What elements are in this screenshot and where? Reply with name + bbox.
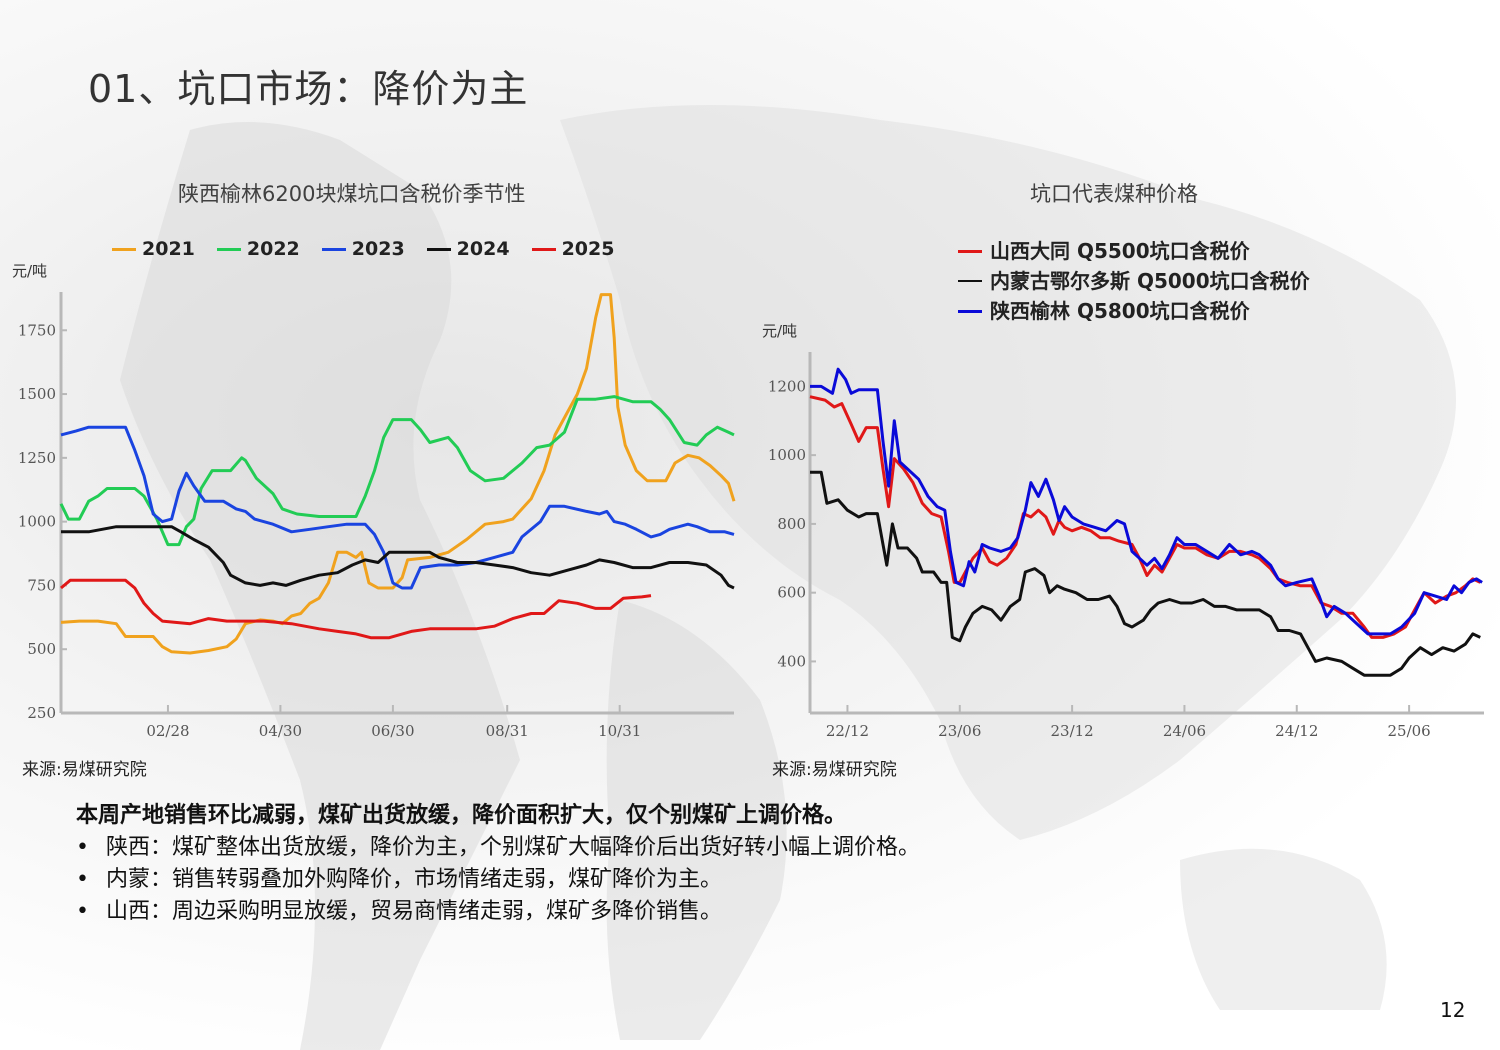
- legend-item-2023: 2023: [321, 238, 405, 260]
- x-tick-label: 23/06: [938, 722, 981, 740]
- legend-item-ordos: 内蒙古鄂尔多斯 Q5000坑口含税价: [958, 266, 1310, 296]
- y-tick-label: 500: [27, 640, 56, 658]
- bullet-text: 陕西：煤矿整体出货放缓，降价为主，个别煤矿大幅降价后出货好转小幅上调价格。: [106, 835, 921, 860]
- legend-swatch: [216, 247, 241, 251]
- y-tick-label: 1000: [768, 446, 806, 464]
- x-tick-label: 10/31: [598, 722, 641, 740]
- summary-bullet: • 山西：周边采购明显放缓，贸易商情绪走弱，煤矿多降价销售。: [76, 896, 920, 928]
- legend-swatch: [426, 247, 451, 251]
- legend-item-2021: 2021: [112, 238, 195, 260]
- legend-label: 2022: [246, 238, 300, 260]
- y-tick-label: 800: [777, 515, 806, 533]
- left-chart-title: 陕西榆林6200块煤坑口含税价季节性: [178, 182, 526, 206]
- right-chart-source: 来源:易煤研究院: [772, 760, 897, 780]
- legend-swatch: [958, 280, 982, 282]
- x-tick-label: 24/06: [1163, 722, 1206, 740]
- bullet-icon: •: [76, 835, 89, 860]
- y-tick-label: 250: [27, 704, 56, 722]
- legend-item-2024: 2024: [426, 238, 510, 260]
- summary-bullet: • 陕西：煤矿整体出货放缓，降价为主，个别煤矿大幅降价后出货好转小幅上调价格。: [76, 832, 920, 864]
- left-chart-legend: 2021 2022 2023 2024 2025: [112, 238, 614, 260]
- legend-item-shanxi-datong: 山西大同 Q5500坑口含税价: [958, 236, 1310, 266]
- y-tick-label: 1750: [18, 321, 56, 339]
- series-line-山西大同 Q5500坑口含税价: [809, 395, 1481, 639]
- legend-label: 2023: [351, 238, 405, 260]
- series-line-2022: [59, 395, 735, 547]
- series-line-2023: [60, 425, 735, 590]
- summary-headline: 本周产地销售环比减弱，煤矿出货放缓，降价面积扩大，仅个别煤矿上调价格。: [76, 803, 847, 828]
- series-line-内蒙古鄂尔多斯 Q5000坑口含税价: [810, 470, 1481, 677]
- y-tick-label: 1000: [18, 513, 56, 531]
- legend-label: 2021: [142, 238, 195, 260]
- series-line-2021: [60, 293, 736, 655]
- series-line-2024: [61, 525, 735, 590]
- summary-bullet: • 内蒙：销售转弱叠加外购降价，市场情绪走弱，煤矿降价为主。: [76, 864, 920, 896]
- left-chart-unit: 元/吨: [12, 262, 48, 280]
- legend-label: 内蒙古鄂尔多斯 Q5000坑口含税价: [990, 269, 1310, 293]
- x-tick-label: 08/31: [486, 722, 529, 740]
- y-tick-label: 400: [777, 652, 806, 670]
- bullet-icon: •: [76, 867, 89, 892]
- y-tick-label: 1500: [18, 385, 56, 403]
- series-line-2025: [60, 578, 652, 640]
- y-tick-label: 1200: [768, 377, 806, 395]
- bullet-text: 内蒙：销售转弱叠加外购降价，市场情绪走弱，煤矿降价为主。: [106, 867, 723, 892]
- legend-item-2025: 2025: [531, 238, 615, 260]
- x-tick-label: 22/12: [826, 722, 869, 740]
- legend-label: 2024: [456, 238, 510, 260]
- x-tick-label: 23/12: [1050, 722, 1093, 740]
- x-tick-label: 25/06: [1387, 722, 1430, 740]
- legend-swatch: [112, 247, 136, 251]
- legend-swatch: [958, 309, 982, 313]
- legend-label: 山西大同 Q5500坑口含税价: [990, 239, 1250, 263]
- legend-label: 陕西榆林 Q5800坑口含税价: [990, 299, 1250, 323]
- y-tick-label: 750: [27, 576, 56, 594]
- x-tick-label: 04/30: [259, 722, 302, 740]
- x-tick-label: 06/30: [371, 722, 414, 740]
- bullet-icon: •: [76, 899, 89, 924]
- series-line-陕西榆林 Q5800坑口含税价: [810, 367, 1483, 636]
- bullet-text: 山西：周边采购明显放缓，贸易商情绪走弱，煤矿多降价销售。: [106, 899, 723, 924]
- x-tick-label: 24/12: [1275, 722, 1318, 740]
- legend-label: 2025: [561, 238, 615, 260]
- left-chart-source: 来源:易煤研究院: [22, 760, 147, 780]
- y-tick-label: 600: [777, 584, 806, 602]
- y-tick-label: 1250: [18, 449, 56, 467]
- summary-block: 本周产地销售环比减弱，煤矿出货放缓，降价面积扩大，仅个别煤矿上调价格。 • 陕西：…: [76, 800, 920, 928]
- legend-item-2022: 2022: [216, 238, 300, 260]
- left-chart: 250 500 750 1000 1250 1500 1750 02/28 04/30 06/30…: [18, 292, 736, 740]
- legend-item-yulin: 陕西榆林 Q5800坑口含税价: [958, 296, 1310, 326]
- legend-swatch: [531, 247, 556, 251]
- right-chart-legend: 山西大同 Q5500坑口含税价 内蒙古鄂尔多斯 Q5000坑口含税价 陕西榆林 …: [958, 236, 1310, 326]
- right-chart-unit: 元/吨: [762, 322, 798, 340]
- legend-swatch: [958, 249, 982, 253]
- x-tick-label: 02/28: [146, 722, 189, 740]
- right-chart-title: 坑口代表煤种价格: [1030, 182, 1198, 206]
- page-number: 12: [1440, 998, 1466, 1022]
- right-chart: 400 600 800 1000 1200 22/12 23/06 23/12 24/06 24/…: [768, 352, 1484, 740]
- page-title: 01、坑口市场：降价为主: [88, 67, 529, 111]
- legend-swatch: [321, 247, 346, 251]
